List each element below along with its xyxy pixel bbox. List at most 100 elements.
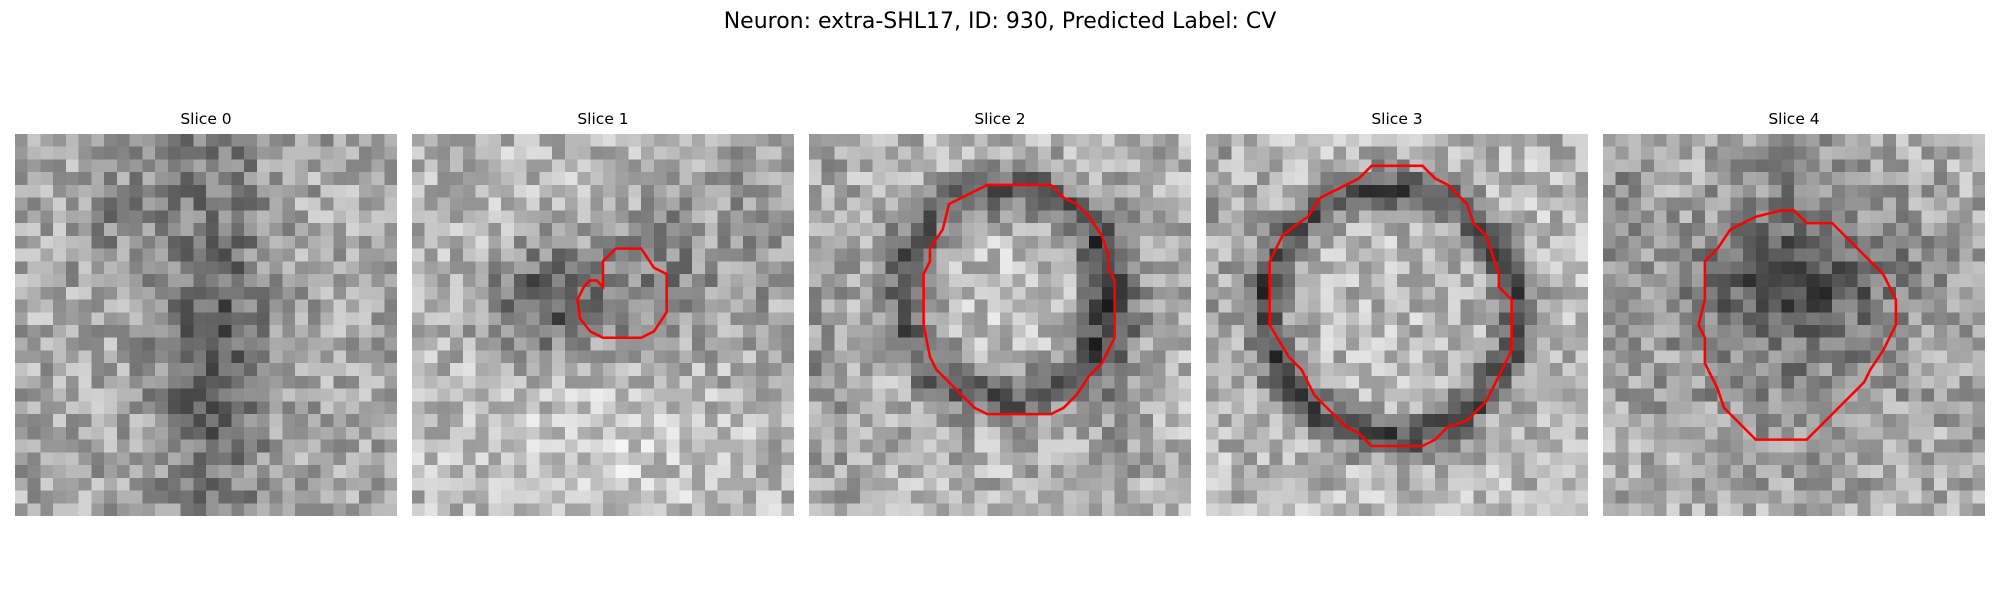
pixel: [1101, 414, 1115, 428]
pixel: [1562, 184, 1576, 198]
pixel: [424, 426, 438, 440]
pixel: [1628, 363, 1642, 377]
pixel: [552, 363, 566, 377]
pixel: [1486, 363, 1500, 377]
pixel: [462, 414, 476, 428]
pixel: [653, 261, 667, 275]
pixel: [936, 477, 950, 491]
pixel: [218, 248, 232, 262]
pixel: [1972, 299, 1985, 313]
pixel: [1282, 465, 1296, 479]
pixel: [1819, 426, 1833, 440]
pixel: [1806, 210, 1820, 224]
pixel: [1140, 350, 1154, 364]
pixel: [358, 452, 372, 466]
pixel: [40, 401, 54, 415]
pixel: [412, 426, 425, 440]
pixel: [552, 490, 566, 504]
pixel: [1511, 261, 1525, 275]
pixel: [1089, 388, 1103, 402]
pixel: [53, 375, 67, 389]
pixel: [1832, 490, 1846, 504]
pixel: [1269, 248, 1283, 262]
pixel: [501, 172, 515, 186]
pixel: [1000, 426, 1013, 440]
pixel: [1653, 350, 1667, 364]
pixel: [231, 388, 245, 402]
pixel: [1946, 223, 1960, 237]
pixel: [781, 375, 794, 389]
pixel: [641, 235, 655, 249]
pixel: [307, 401, 321, 415]
pixel: [1844, 312, 1858, 326]
pixel: [743, 375, 757, 389]
pixel: [1076, 172, 1090, 186]
pixel: [1397, 210, 1410, 224]
pixel: [1063, 261, 1077, 275]
pixel: [295, 465, 309, 479]
pixel: [475, 375, 489, 389]
pixel: [1218, 312, 1232, 326]
pixel: [1653, 197, 1667, 211]
pixel: [193, 426, 207, 440]
pixel: [1486, 477, 1500, 491]
pixel: [424, 363, 438, 377]
pixel: [1397, 261, 1410, 275]
pixel: [78, 439, 92, 453]
pixel: [513, 503, 527, 516]
pixel: [1435, 363, 1449, 377]
pixel: [1089, 184, 1103, 198]
pixel: [1409, 223, 1423, 237]
pixel: [1218, 210, 1232, 224]
pixel: [244, 274, 258, 288]
pixel: [1844, 299, 1858, 313]
pixel: [462, 274, 476, 288]
pixel: [552, 172, 566, 186]
pixel: [590, 248, 604, 262]
pixel: [450, 235, 464, 249]
pixel: [1603, 286, 1616, 300]
pixel: [1537, 426, 1551, 440]
pixel: [564, 146, 578, 160]
pixel: [1422, 197, 1436, 211]
pixel: [821, 490, 835, 504]
pixel: [1806, 363, 1820, 377]
pixel: [244, 235, 258, 249]
pixel: [987, 146, 1001, 160]
pixel: [717, 210, 731, 224]
pixel: [256, 223, 270, 237]
pixel: [987, 159, 1001, 173]
pixel: [628, 477, 642, 491]
pixel: [1870, 414, 1884, 428]
pixel: [961, 134, 975, 147]
pixel: [949, 439, 963, 453]
pixel: [1165, 325, 1179, 338]
pixel: [27, 235, 41, 249]
pixel: [898, 159, 912, 173]
pixel: [437, 312, 451, 326]
pixel: [1959, 363, 1973, 377]
pixel: [898, 325, 912, 338]
pixel: [1549, 210, 1563, 224]
pixel: [1768, 159, 1782, 173]
pixel: [412, 388, 425, 402]
pixel: [1256, 210, 1270, 224]
pixel: [577, 375, 591, 389]
pixel: [564, 350, 578, 364]
pixel: [320, 223, 334, 237]
pixel: [15, 503, 28, 516]
pixel: [1832, 439, 1846, 453]
pixel: [847, 197, 861, 211]
pixel: [104, 363, 118, 377]
pixel: [295, 134, 309, 147]
pixel: [872, 146, 886, 160]
pixel: [1641, 465, 1655, 479]
pixel: [206, 490, 219, 504]
pixel: [1307, 439, 1321, 453]
pixel: [1384, 350, 1398, 364]
pixel: [1282, 401, 1296, 415]
pixel: [564, 401, 578, 415]
pixel: [206, 197, 219, 211]
pixel: [564, 477, 578, 491]
pixel: [333, 388, 347, 402]
